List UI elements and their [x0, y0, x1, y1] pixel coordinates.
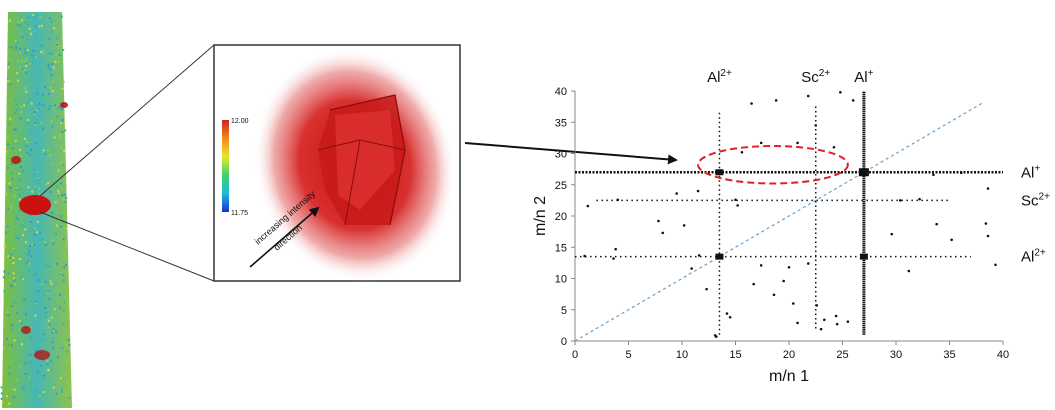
data-point — [986, 234, 990, 238]
x-tick-label: 20 — [783, 349, 795, 361]
zoom-line-top — [39, 44, 215, 197]
y-tick-label: 20 — [555, 211, 567, 223]
y-tick-label: 5 — [561, 305, 567, 317]
data-point — [907, 269, 911, 273]
cluster-point — [715, 253, 724, 260]
pointer-arrow — [464, 142, 678, 165]
cluster-point — [858, 168, 869, 177]
colorbar-max-label: 12.00 — [231, 118, 249, 125]
data-point — [851, 99, 855, 102]
data-point — [898, 199, 902, 202]
data-point — [614, 247, 617, 251]
data-point — [986, 187, 990, 190]
data-point — [661, 231, 665, 235]
y-tick-label: 35 — [555, 117, 567, 129]
data-point — [759, 141, 763, 145]
ion-label-right: Sc2+ — [1021, 191, 1050, 209]
data-point — [796, 141, 799, 145]
data-point — [714, 335, 718, 338]
data-point — [846, 320, 850, 323]
colorbar — [222, 120, 229, 212]
ion-label-right: Al2+ — [1021, 248, 1046, 266]
y-tick-label: 15 — [555, 242, 567, 254]
data-point — [750, 102, 753, 105]
atom-probe-tip — [0, 12, 72, 408]
data-point — [823, 318, 826, 322]
ion-label-top: Al+ — [854, 68, 873, 86]
data-point — [759, 264, 763, 267]
cluster-point — [859, 253, 868, 260]
data-point — [791, 302, 795, 305]
cluster-point — [715, 169, 724, 176]
y-tick-label: 10 — [555, 274, 567, 286]
x-tick-label: 5 — [625, 349, 631, 361]
data-point — [932, 173, 935, 177]
data-point — [734, 198, 737, 202]
y-tick-label: 30 — [555, 149, 567, 161]
data-point — [984, 222, 988, 225]
data-point — [918, 197, 921, 201]
x-tick-label: 35 — [943, 349, 955, 361]
data-point — [774, 99, 778, 102]
x-tick-label: 10 — [676, 349, 688, 361]
data-point — [787, 265, 791, 269]
diagonal-line — [574, 102, 982, 342]
x-tick-label: 40 — [997, 349, 1009, 361]
y-tick-label: 0 — [561, 336, 567, 348]
x-tick-label: 30 — [890, 349, 902, 361]
data-point — [815, 304, 819, 307]
data-point — [616, 198, 620, 202]
ion-label-top: Al2+ — [707, 68, 732, 86]
data-point — [839, 90, 842, 94]
data-point — [728, 315, 732, 319]
intensity-direction-arrow — [249, 206, 320, 268]
y-tick-label: 40 — [555, 86, 567, 98]
x-axis-label: m/n 1 — [769, 368, 809, 385]
data-point — [725, 312, 729, 315]
data-point — [814, 124, 818, 127]
x-tick-label: 0 — [572, 349, 578, 361]
colorbar-min-label: 11.75 — [231, 210, 248, 217]
data-point — [705, 287, 708, 291]
zoom-panel: 12.00 11.75 increasing intensity directi… — [213, 44, 461, 282]
data-point — [832, 145, 836, 149]
ion-label-right: Al+ — [1021, 163, 1040, 181]
y-axis-label: m/n 2 — [532, 196, 549, 236]
highlight-ellipse — [697, 145, 849, 185]
correlation-chart: 0 5 10 15 20 25 30 35 40 0 5 10 15 20 25 30 35 40 Al2+ Sc2… — [532, 68, 1050, 385]
data-point — [657, 219, 660, 223]
data-point — [682, 224, 686, 227]
x-tick-label: 25 — [836, 349, 848, 361]
data-point — [950, 238, 953, 242]
data-point — [586, 204, 590, 208]
data-point — [890, 232, 894, 236]
data-point — [690, 267, 693, 270]
y-tick-label: 25 — [555, 180, 567, 192]
data-point — [772, 293, 776, 297]
data-point — [675, 192, 678, 195]
data-point — [583, 254, 586, 258]
data-point — [782, 279, 785, 283]
data-point — [612, 257, 615, 260]
x-tick-label: 15 — [729, 349, 741, 361]
data-point — [994, 263, 997, 267]
zoom-line-bottom — [39, 211, 215, 282]
data-point — [740, 150, 744, 154]
ion-label-top: Sc2+ — [801, 68, 830, 86]
data-point — [752, 282, 755, 286]
data-point — [806, 262, 810, 265]
data-point — [796, 321, 799, 325]
data-point — [806, 94, 810, 98]
precipitate-cluster — [19, 195, 51, 215]
data-point — [834, 314, 838, 318]
data-point — [696, 189, 700, 193]
data-point — [935, 222, 938, 226]
data-point — [819, 327, 823, 331]
data-point — [736, 204, 739, 207]
data-point — [959, 171, 963, 175]
data-point — [697, 254, 701, 257]
data-point — [835, 322, 839, 326]
